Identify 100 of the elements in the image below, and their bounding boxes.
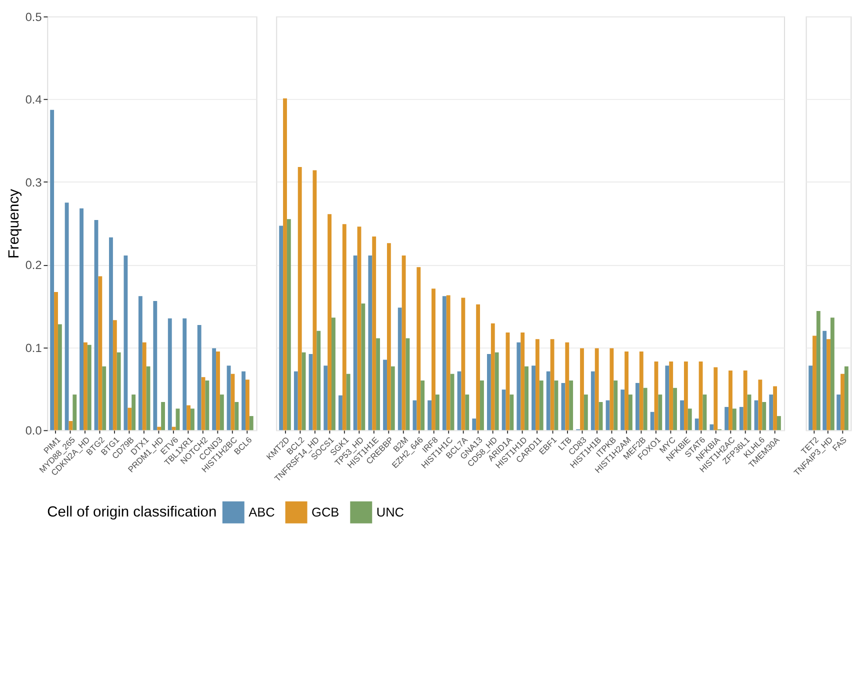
y-tick-label: 0.0 (25, 424, 42, 438)
bar (773, 386, 777, 430)
bar (816, 310, 820, 430)
legend-title: Cell of origin classification (47, 504, 217, 521)
bar (769, 394, 774, 430)
bar (502, 390, 506, 430)
bar (324, 366, 328, 430)
bar (610, 348, 614, 430)
bar (808, 366, 813, 430)
y-tick-label: 0.2 (25, 259, 42, 272)
bar (346, 374, 350, 430)
bar (658, 394, 662, 430)
bar (520, 332, 525, 430)
bar (316, 330, 321, 430)
bar (128, 408, 132, 430)
bar (510, 394, 514, 430)
bar (98, 276, 102, 430)
bar (487, 354, 491, 430)
bar (673, 388, 677, 430)
bar (332, 318, 336, 430)
legend-label: GCB (312, 504, 340, 520)
bar (132, 394, 136, 430)
bar (338, 395, 342, 430)
bar (826, 339, 830, 430)
bar (80, 208, 84, 430)
bar (743, 370, 748, 430)
bar (435, 394, 440, 430)
bar (186, 405, 191, 430)
bar (732, 408, 736, 430)
bar (54, 292, 58, 430)
y-tick-label: 0.5 (25, 10, 42, 24)
bar (328, 214, 332, 430)
bar (650, 412, 654, 430)
bar (294, 371, 298, 430)
bar (298, 166, 302, 430)
bar (124, 256, 128, 430)
bar (116, 352, 121, 430)
bar (465, 394, 470, 430)
bar (688, 408, 692, 430)
bar (245, 380, 250, 430)
bar (698, 361, 703, 430)
bar (724, 406, 729, 430)
bar (234, 402, 239, 430)
bar (836, 394, 841, 430)
bar (490, 323, 495, 430)
bar (539, 380, 544, 430)
bar (442, 296, 446, 430)
bar (762, 402, 766, 430)
bar (212, 348, 216, 430)
bar (416, 267, 421, 430)
bar (390, 366, 395, 430)
bar (242, 371, 246, 430)
bar (535, 339, 540, 430)
bar (161, 402, 165, 430)
bar (844, 366, 848, 430)
y-axis-title: Frequency (6, 188, 22, 259)
bar (494, 352, 499, 430)
bar (516, 342, 521, 430)
bar (840, 374, 844, 430)
bar (109, 237, 113, 430)
bar (197, 325, 202, 430)
legend-label: ABC (248, 504, 275, 520)
bar (216, 352, 220, 430)
bar (102, 366, 106, 430)
bar (680, 400, 684, 430)
bar (168, 318, 172, 430)
bar (710, 424, 714, 430)
bar (590, 371, 595, 430)
bar (614, 380, 618, 430)
bar (368, 256, 372, 430)
bar (620, 390, 625, 430)
bar (153, 301, 158, 430)
bar (569, 380, 574, 430)
bar (428, 400, 432, 430)
bar (157, 426, 162, 430)
bar (283, 98, 287, 430)
bar (312, 170, 317, 430)
bar (728, 370, 732, 430)
bar (279, 226, 284, 430)
bar (205, 380, 210, 430)
bar (182, 318, 187, 430)
bar (142, 342, 146, 430)
bar (694, 418, 699, 430)
bar (739, 406, 744, 430)
bar (342, 224, 346, 430)
bar (112, 320, 117, 430)
bar (580, 348, 584, 430)
bar (249, 416, 254, 430)
bar (472, 418, 476, 430)
bar (684, 361, 688, 430)
bar (822, 330, 827, 430)
bar (665, 366, 670, 430)
bar (480, 380, 484, 430)
bar (87, 344, 92, 430)
y-tick-label: 0.4 (25, 94, 42, 107)
bar (565, 342, 570, 430)
bar (669, 361, 674, 430)
bar (361, 304, 366, 430)
bar (286, 219, 291, 430)
bar (353, 256, 358, 430)
